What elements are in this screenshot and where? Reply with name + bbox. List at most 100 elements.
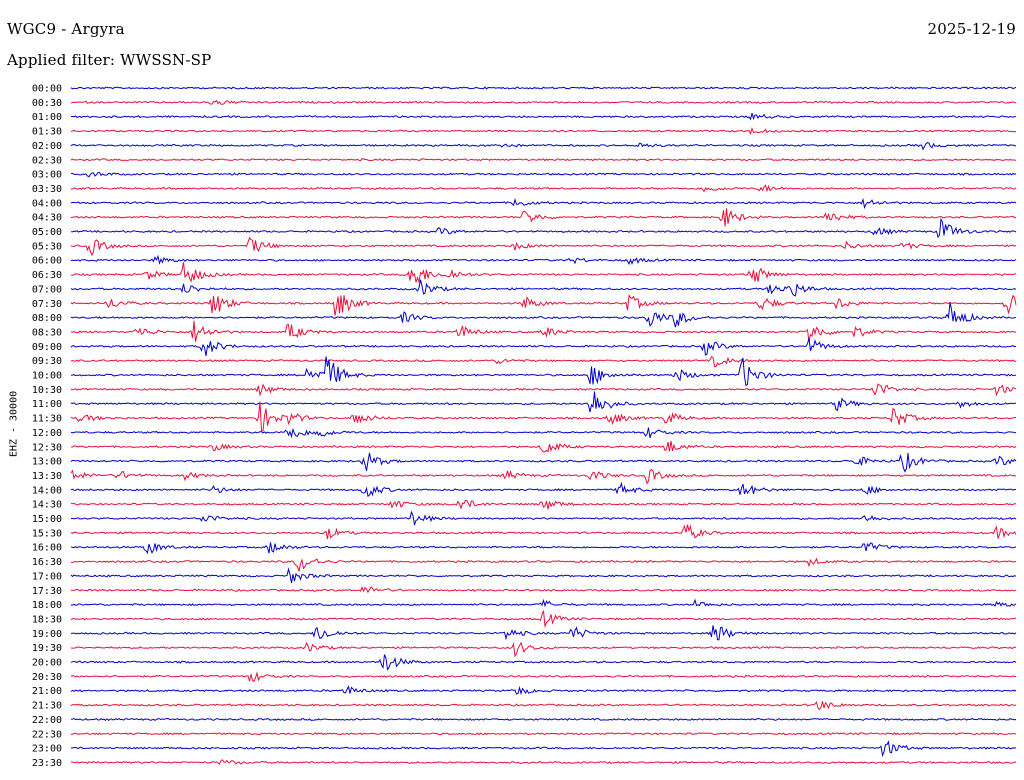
trace-0430 <box>70 208 1017 227</box>
tick-label-1100: 11:00 <box>32 399 62 410</box>
trace-0800 <box>70 302 1017 328</box>
trace-2100 <box>70 685 1017 696</box>
trace-0600 <box>70 254 1017 266</box>
trace-0100 <box>71 112 1017 121</box>
trace-1900 <box>70 625 1017 641</box>
station-title: WGC9 - Argyra <box>7 20 125 38</box>
date-label: 2025-12-19 <box>927 20 1016 38</box>
tick-label-2230: 22:30 <box>32 729 62 740</box>
trace-1500 <box>70 510 1017 526</box>
trace-2130 <box>70 701 1017 711</box>
trace-1630 <box>70 557 1017 572</box>
trace-1100 <box>70 391 1017 413</box>
tick-label-1630: 16:30 <box>32 557 62 568</box>
tick-label-0030: 00:30 <box>32 98 62 109</box>
trace-1400 <box>70 481 1017 498</box>
trace-2330 <box>70 759 1017 765</box>
trace-1600 <box>70 542 1017 555</box>
tick-label-1400: 14:00 <box>32 485 62 496</box>
tick-label-0000: 00:00 <box>32 84 62 95</box>
trace-0830 <box>70 320 1016 342</box>
trace-0900 <box>70 338 1017 356</box>
tick-label-0230: 02:30 <box>32 155 62 166</box>
trace-0130 <box>70 127 1017 135</box>
tick-label-0930: 09:30 <box>32 356 62 367</box>
tick-label-0800: 08:00 <box>32 313 62 324</box>
tick-label-1700: 17:00 <box>32 571 62 582</box>
tick-label-1030: 10:30 <box>32 385 62 396</box>
tick-label-1730: 17:30 <box>32 586 62 597</box>
tick-label-1530: 15:30 <box>32 528 62 539</box>
trace-1330 <box>70 468 1017 485</box>
trace-0300 <box>71 171 1017 178</box>
tick-label-0530: 05:30 <box>32 241 62 252</box>
trace-0730 <box>70 293 1017 316</box>
trace-0230 <box>70 158 1017 162</box>
trace-2030 <box>70 671 1017 683</box>
trace-2000 <box>70 654 1017 671</box>
trace-1130 <box>70 401 1017 432</box>
tick-label-0400: 04:00 <box>32 198 62 209</box>
filter-label: Applied filter: WWSSN-SP <box>7 51 212 69</box>
trace-0630 <box>70 262 1017 284</box>
tick-label-0300: 03:00 <box>32 170 62 181</box>
tick-label-0700: 07:00 <box>32 284 62 295</box>
tick-label-2300: 23:00 <box>32 744 62 755</box>
tick-label-2030: 20:30 <box>32 672 62 683</box>
trace-0030 <box>70 99 1017 105</box>
trace-1230 <box>71 440 1017 453</box>
trace-2200 <box>70 717 1017 721</box>
tick-label-1000: 10:00 <box>32 371 62 382</box>
tick-label-0830: 08:30 <box>32 327 62 338</box>
tick-label-1600: 16:00 <box>32 543 62 554</box>
trace-2300 <box>71 740 1017 758</box>
tick-label-0200: 02:00 <box>32 141 62 152</box>
tick-label-2100: 21:00 <box>32 686 62 697</box>
trace-0500 <box>70 217 1017 239</box>
tick-label-1200: 12:00 <box>32 428 62 439</box>
trace-1800 <box>71 598 1017 608</box>
tick-label-2000: 20:00 <box>32 658 62 669</box>
trace-1200 <box>70 427 1017 439</box>
tick-label-1130: 11:30 <box>32 414 62 425</box>
trace-1700 <box>70 567 1017 584</box>
trace-1930 <box>70 641 1017 658</box>
trace-1530 <box>70 524 1017 539</box>
trace-0530 <box>70 236 1017 257</box>
trace-1830 <box>70 610 1017 629</box>
tick-label-0430: 04:30 <box>32 213 62 224</box>
tick-label-0330: 03:30 <box>32 184 62 195</box>
tick-label-0900: 09:00 <box>32 342 62 353</box>
tick-label-0600: 06:00 <box>32 256 62 267</box>
trace-0700 <box>70 279 1017 297</box>
tick-label-0730: 07:30 <box>32 299 62 310</box>
tick-label-2330: 23:30 <box>32 758 62 769</box>
tick-label-1830: 18:30 <box>32 614 62 625</box>
trace-0000 <box>70 86 1017 90</box>
tick-label-1230: 12:30 <box>32 442 62 453</box>
tick-label-0100: 01:00 <box>32 112 62 123</box>
tick-label-2200: 22:00 <box>32 715 62 726</box>
trace-0330 <box>70 184 1017 193</box>
trace-0930 <box>70 356 1017 368</box>
trace-1300 <box>70 452 1017 473</box>
tick-label-0630: 06:30 <box>32 270 62 281</box>
tick-label-0500: 05:00 <box>32 227 62 238</box>
tick-label-1930: 19:30 <box>32 643 62 654</box>
tick-label-1330: 13:30 <box>32 471 62 482</box>
trace-1000 <box>70 356 1016 387</box>
tick-label-1900: 19:00 <box>32 629 62 640</box>
tick-label-2130: 21:30 <box>32 701 62 712</box>
tick-label-1500: 15:00 <box>32 514 62 525</box>
trace-0200 <box>70 142 1017 151</box>
trace-1430 <box>70 499 1017 510</box>
tick-label-1430: 14:30 <box>32 500 62 511</box>
trace-1730 <box>70 586 1017 594</box>
tick-label-0130: 01:30 <box>32 127 62 138</box>
trace-0400 <box>70 197 1017 210</box>
trace-1030 <box>70 383 1017 397</box>
tick-label-1800: 18:00 <box>32 600 62 611</box>
tick-label-1300: 13:00 <box>32 457 62 468</box>
trace-2230 <box>70 732 1017 736</box>
